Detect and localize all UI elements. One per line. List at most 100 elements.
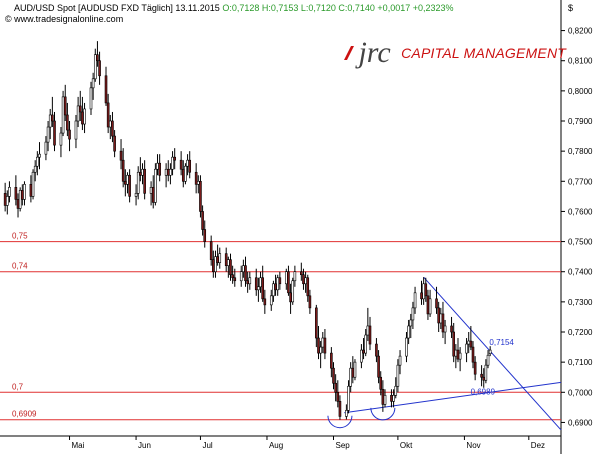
candle-up [36,156,39,167]
candle-down [338,401,342,417]
candle-up [458,352,462,360]
candle-down [166,168,170,176]
candle-down [332,367,335,384]
candle-down [278,277,282,285]
candle-up [394,385,398,396]
candle-up [454,349,458,357]
candle-up [488,349,492,355]
candle-up [360,349,363,363]
candle-up [353,361,357,378]
candle-down [315,307,318,339]
candle-up [242,265,245,273]
candle-up [347,385,350,411]
candle-up [239,271,243,282]
candle-up [269,295,273,306]
x-tick-label: Mai [72,441,85,450]
candle-down [300,271,303,276]
candle-down [317,337,320,354]
candle-down [3,193,7,206]
candle-up [413,292,417,309]
y-tick-label: 0,6900 [568,418,593,427]
trend-line [344,381,562,414]
x-tick-label: Jul [202,441,212,450]
y-tick-label: 0,7800 [568,147,593,156]
candle-down [254,277,258,291]
candle-down [424,283,428,297]
y-tick-label: 0,8000 [568,87,593,96]
candle-down [158,162,161,176]
candle-up [164,168,168,176]
candle-down [368,325,372,345]
candle-up [31,171,35,197]
candle-down [229,259,232,276]
y-tick-label: 0,7900 [568,117,593,126]
candle-up [443,325,447,333]
y-tick-label: 0,7400 [568,268,593,277]
chart-header: AUD/USD Spot [AUDUSD FXD Täglich] 13.11.… [14,3,454,13]
candle-up [345,410,348,417]
candle-up [321,337,325,348]
candle-down [143,168,146,194]
candle-down [51,114,54,122]
candle-down [113,135,116,152]
candle-up [383,395,387,405]
y-tick-label: 0,7100 [568,358,593,367]
chart-date: 13.11.2015 [175,3,220,13]
candle-up [134,193,138,197]
candle-up [149,187,153,194]
candle-down [224,253,228,266]
candle-down [179,159,183,170]
candle-down [362,349,365,354]
candle-up [109,120,112,128]
level-label: 0,7 [12,382,24,391]
candle-down [124,180,127,185]
candle-down [473,361,477,375]
candle-down [274,283,277,291]
candle-down [471,346,475,363]
currency-unit: $ [568,3,574,13]
candle-down [128,174,131,197]
y-tick-label: 0,7300 [568,298,593,307]
candle-up [407,325,410,339]
candle-up [197,180,200,185]
candle-down [426,295,430,315]
candle-up [23,184,26,200]
candle-up [156,162,159,170]
candle-up [465,343,468,354]
candle-up [398,355,402,366]
candle-down [469,340,473,348]
candle-up [304,277,307,285]
candle-down [21,190,24,200]
candle-down [121,159,125,182]
candle-up [76,105,80,122]
x-tick-label: Okt [400,441,413,450]
candle-up [227,259,230,266]
x-tick-label: Aug [269,441,283,450]
candle-up [8,187,11,197]
candle-down [233,277,237,282]
candle-down [139,171,142,176]
candle-down [452,331,455,357]
source-credit: © www.tradesignalonline.com [5,14,124,24]
ohlc-values: O:0,7128 H:0,7153 L:0,7120 C:0,7140 +0,0… [222,3,454,13]
candle-up [259,277,262,288]
candle-down [209,241,213,260]
candle-down [81,111,84,125]
candle-down [263,298,267,306]
candle-up [257,286,260,291]
candle-up [405,337,408,357]
x-tick-label: Nov [466,441,480,450]
candle-up [411,307,415,321]
support-circle [370,407,396,421]
candle-down [188,159,192,173]
candle-down [450,325,453,333]
candle-down [420,292,423,300]
jrc-logo: jrc CAPITAL MANAGEMENT [344,36,566,69]
candle-up [392,395,395,402]
candle-down [173,156,176,161]
candle-down [302,274,305,285]
candle-up [248,277,252,285]
candle-down [334,382,337,393]
